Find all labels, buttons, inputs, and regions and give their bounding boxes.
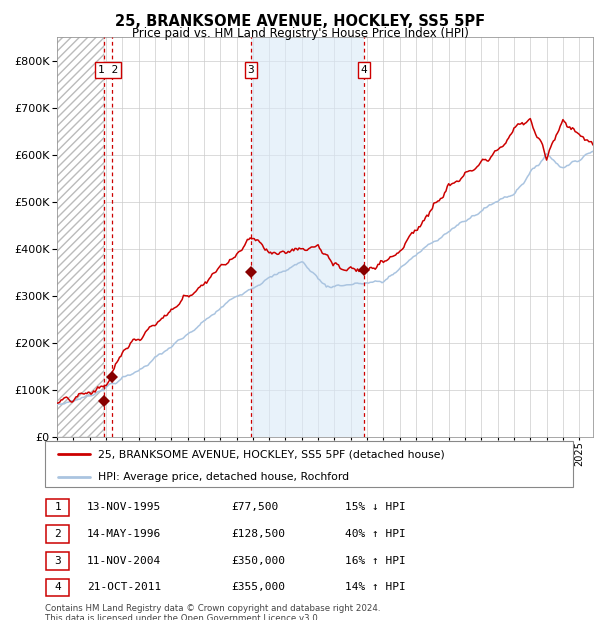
Text: 3: 3 [247, 65, 254, 75]
FancyBboxPatch shape [46, 552, 69, 570]
Text: 14-MAY-1996: 14-MAY-1996 [87, 529, 161, 539]
Text: £128,500: £128,500 [231, 529, 285, 539]
FancyBboxPatch shape [46, 578, 69, 596]
Text: 4: 4 [361, 65, 367, 75]
Text: Contains HM Land Registry data © Crown copyright and database right 2024.
This d: Contains HM Land Registry data © Crown c… [45, 604, 380, 620]
FancyBboxPatch shape [46, 525, 69, 543]
Text: 25, BRANKSOME AVENUE, HOCKLEY, SS5 5PF: 25, BRANKSOME AVENUE, HOCKLEY, SS5 5PF [115, 14, 485, 29]
Text: 14% ↑ HPI: 14% ↑ HPI [345, 582, 406, 593]
Text: £355,000: £355,000 [231, 582, 285, 593]
Text: HPI: Average price, detached house, Rochford: HPI: Average price, detached house, Roch… [98, 472, 349, 482]
Text: 13-NOV-1995: 13-NOV-1995 [87, 502, 161, 513]
FancyBboxPatch shape [45, 441, 573, 487]
Text: 1: 1 [54, 502, 61, 513]
Text: 11-NOV-2004: 11-NOV-2004 [87, 556, 161, 566]
Bar [251, 37, 364, 437]
Text: 15% ↓ HPI: 15% ↓ HPI [345, 502, 406, 513]
Text: 4: 4 [54, 582, 61, 593]
Text: 16% ↑ HPI: 16% ↑ HPI [345, 556, 406, 566]
Text: 1 2: 1 2 [98, 65, 118, 75]
Text: 40% ↑ HPI: 40% ↑ HPI [345, 529, 406, 539]
Text: 3: 3 [54, 556, 61, 566]
Bar [57, 37, 104, 437]
Text: Price paid vs. HM Land Registry's House Price Index (HPI): Price paid vs. HM Land Registry's House … [131, 27, 469, 40]
Text: 21-OCT-2011: 21-OCT-2011 [87, 582, 161, 593]
Text: £77,500: £77,500 [231, 502, 278, 513]
Text: 2: 2 [54, 529, 61, 539]
Text: 25, BRANKSOME AVENUE, HOCKLEY, SS5 5PF (detached house): 25, BRANKSOME AVENUE, HOCKLEY, SS5 5PF (… [98, 449, 445, 459]
FancyBboxPatch shape [46, 498, 69, 516]
Text: £350,000: £350,000 [231, 556, 285, 566]
